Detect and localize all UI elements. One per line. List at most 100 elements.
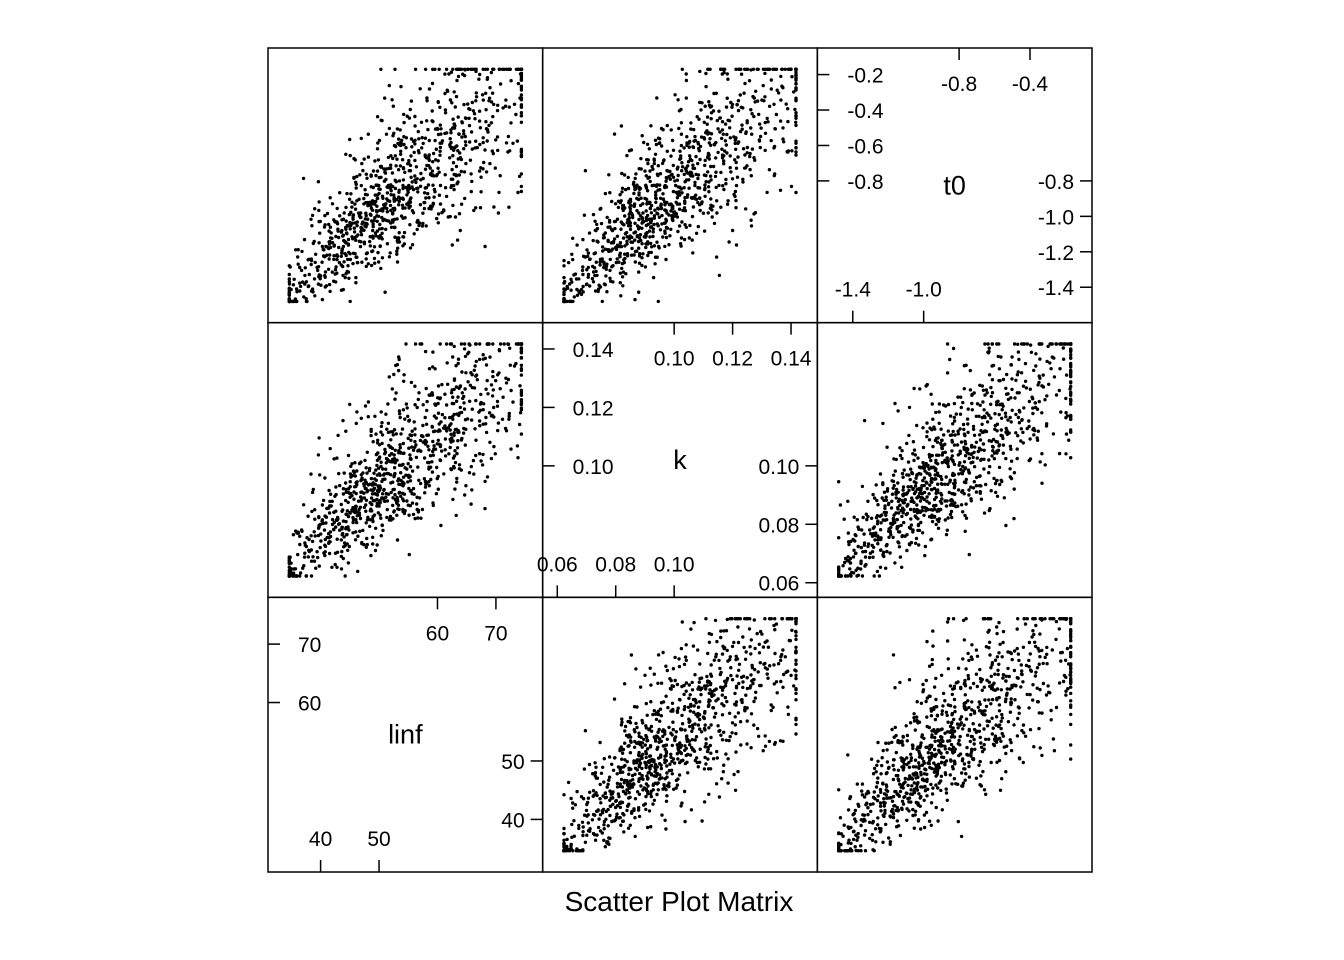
data-point — [854, 551, 858, 555]
data-point — [975, 456, 979, 460]
data-point — [392, 131, 396, 135]
data-point — [495, 108, 500, 113]
data-point — [379, 460, 383, 464]
data-point — [456, 115, 460, 119]
data-point — [950, 748, 954, 752]
data-point — [781, 648, 785, 652]
data-point — [442, 208, 446, 212]
data-point — [386, 155, 391, 160]
data-point — [374, 234, 378, 238]
data-point — [862, 418, 867, 423]
tick-label: 0.12 — [712, 348, 753, 371]
data-point — [982, 511, 987, 515]
data-point — [943, 763, 947, 767]
data-point — [1035, 686, 1039, 690]
data-point — [389, 225, 394, 229]
data-point — [1004, 674, 1008, 678]
data-point — [420, 434, 424, 438]
data-point — [385, 427, 389, 431]
data-point — [672, 761, 677, 765]
data-point — [287, 574, 291, 578]
data-point — [996, 448, 1001, 452]
data-point — [451, 497, 455, 502]
data-point — [930, 487, 934, 492]
data-point — [970, 657, 974, 661]
data-point — [334, 265, 338, 269]
data-point — [972, 709, 976, 713]
data-point — [369, 174, 373, 178]
data-point — [1009, 748, 1014, 753]
data-point — [467, 123, 472, 128]
data-point — [1015, 447, 1019, 451]
data-point — [894, 496, 898, 500]
data-point — [396, 168, 401, 172]
data-point — [665, 737, 669, 741]
data-point — [644, 807, 648, 812]
data-point — [653, 770, 657, 774]
data-point — [602, 757, 606, 761]
data-point — [901, 768, 905, 772]
data-point — [519, 356, 524, 360]
data-point — [995, 429, 999, 433]
data-point — [332, 520, 336, 525]
data-point — [720, 777, 724, 781]
data-point — [946, 516, 950, 520]
data-point — [482, 402, 486, 406]
data-point — [967, 488, 971, 492]
data-point — [977, 700, 981, 704]
data-point — [402, 373, 406, 377]
data-point — [472, 112, 477, 116]
data-point — [757, 642, 761, 646]
data-point — [593, 761, 597, 765]
data-point — [901, 743, 905, 747]
data-point — [1016, 652, 1021, 656]
data-point — [1034, 670, 1038, 674]
data-point — [651, 782, 656, 786]
data-point — [515, 139, 520, 143]
data-point — [894, 511, 898, 515]
data-point — [1046, 684, 1050, 688]
data-point — [288, 265, 292, 269]
data-point — [608, 789, 612, 793]
data-point — [869, 516, 874, 520]
data-point — [868, 836, 872, 841]
data-point — [987, 508, 991, 513]
data-point — [664, 759, 668, 763]
data-point — [937, 410, 941, 414]
data-point — [484, 363, 489, 367]
data-point — [684, 689, 688, 693]
data-point — [902, 501, 906, 505]
data-point — [423, 154, 428, 159]
data-point — [416, 465, 420, 469]
data-point — [383, 499, 387, 503]
data-point — [962, 387, 966, 391]
data-point — [320, 297, 325, 302]
data-point — [920, 531, 925, 535]
data-point — [885, 489, 890, 493]
data-point — [431, 350, 435, 354]
data-point — [943, 518, 947, 522]
data-point — [1069, 391, 1073, 396]
data-point — [624, 733, 629, 738]
data-point — [354, 421, 358, 426]
data-point — [939, 774, 944, 778]
data-point — [637, 731, 641, 735]
data-point — [436, 100, 440, 104]
data-point — [395, 260, 400, 264]
data-point — [944, 475, 948, 479]
data-point — [970, 643, 974, 647]
data-point — [490, 394, 495, 398]
data-point — [928, 765, 932, 770]
data-point — [729, 666, 733, 670]
data-point — [897, 511, 901, 515]
data-point — [950, 449, 954, 453]
data-point — [991, 688, 996, 692]
data-point — [1069, 430, 1073, 434]
data-point — [727, 711, 732, 715]
data-point — [395, 249, 399, 253]
data-point — [1069, 743, 1073, 747]
data-point — [906, 485, 910, 489]
data-point — [506, 342, 510, 346]
data-point — [385, 515, 389, 520]
data-point — [645, 735, 649, 740]
